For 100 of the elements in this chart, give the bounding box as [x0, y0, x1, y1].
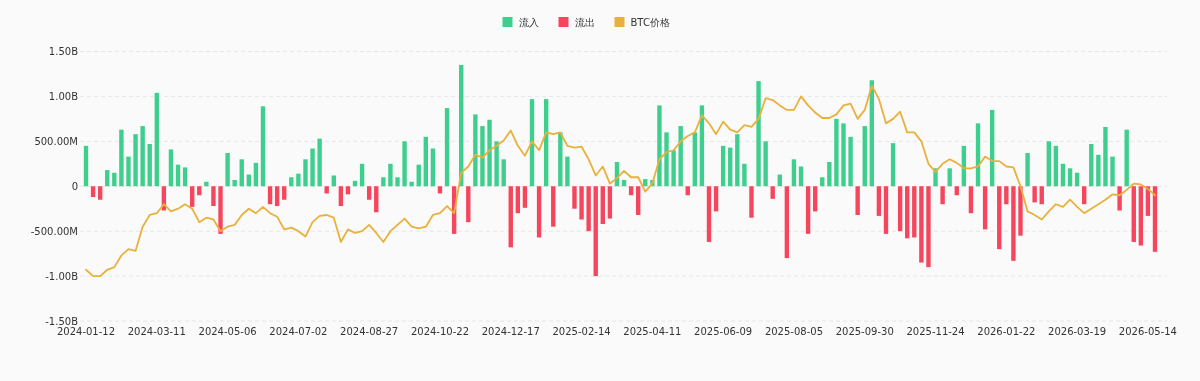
x-tick-label: 2026-01-22	[977, 326, 1036, 337]
bar	[1124, 129, 1129, 187]
x-tick-label: 2024-08-27	[340, 326, 399, 337]
x-tick-label: 2024-03-11	[127, 326, 186, 337]
bar	[827, 162, 832, 187]
bar	[876, 186, 882, 216]
bar	[1053, 145, 1059, 187]
bar	[402, 141, 407, 187]
bar	[940, 186, 945, 205]
bar	[1018, 186, 1023, 236]
bar	[1152, 186, 1158, 252]
bar	[119, 129, 124, 187]
bar	[1096, 154, 1101, 187]
x-tick-label: 2026-03-19	[1048, 326, 1107, 337]
bar	[862, 126, 867, 187]
y-tick-label: -1.00B	[45, 270, 79, 282]
x-tick-label: 2025-06-09	[694, 326, 753, 337]
bar	[565, 156, 570, 187]
x-tick-label: 2026-05-14	[1118, 326, 1177, 337]
bar	[494, 141, 499, 187]
bar	[791, 159, 797, 187]
bar	[473, 114, 478, 187]
bar	[331, 175, 336, 187]
bar	[338, 186, 344, 207]
bar	[466, 186, 471, 223]
bar	[1138, 186, 1144, 246]
bar	[381, 177, 386, 187]
bar	[841, 123, 846, 187]
bar	[423, 136, 429, 187]
bar	[303, 159, 308, 187]
bar	[1089, 144, 1094, 187]
bar	[834, 118, 839, 187]
bar	[848, 136, 853, 187]
bar	[1046, 141, 1051, 187]
bar	[919, 186, 924, 263]
bar	[912, 186, 917, 238]
bar	[855, 186, 860, 215]
x-tick-label: 2024-01-12	[56, 326, 116, 337]
bar	[487, 119, 492, 187]
bar	[586, 186, 591, 232]
bar	[409, 181, 414, 187]
bar	[812, 186, 818, 212]
bar	[133, 134, 138, 187]
bar	[536, 186, 542, 238]
bar	[239, 159, 244, 187]
bar	[749, 186, 754, 218]
bar	[897, 186, 903, 232]
x-tick-label: 2025-04-11	[623, 326, 682, 337]
bar	[1011, 186, 1016, 261]
bar	[444, 108, 450, 187]
bar	[1103, 126, 1108, 187]
bar	[83, 145, 89, 187]
bar	[572, 186, 577, 209]
bar	[218, 186, 223, 234]
line-series	[85, 84, 1156, 277]
y-tick-label: -500.00M	[30, 225, 78, 237]
bar	[267, 186, 273, 205]
bar	[508, 186, 513, 248]
bar	[593, 186, 598, 277]
bar	[820, 177, 825, 187]
bar	[515, 186, 521, 214]
bar	[232, 179, 237, 187]
bar	[742, 163, 747, 187]
x-tick-label: 2024-07-02	[269, 326, 328, 337]
bar	[310, 148, 315, 187]
bar	[720, 145, 726, 187]
bar	[480, 126, 485, 187]
bar	[366, 186, 372, 200]
bar	[90, 186, 96, 198]
bar	[296, 173, 301, 187]
bar	[204, 181, 209, 187]
bar	[579, 186, 584, 220]
bar	[225, 153, 230, 187]
legend-label: 流入	[518, 17, 539, 28]
y-tick-label: -1.50B	[45, 315, 79, 327]
bar	[260, 106, 266, 187]
bar	[678, 126, 683, 187]
bar	[197, 186, 202, 196]
x-tick-label: 2024-12-17	[481, 326, 540, 337]
bar	[1025, 153, 1030, 187]
bar	[112, 172, 117, 187]
y-tick-label: 1.50B	[48, 46, 79, 57]
legend-label: BTC价格	[630, 17, 670, 28]
bar	[168, 149, 174, 187]
bar	[317, 138, 322, 187]
x-tick-label: 2025-11-24	[906, 326, 965, 337]
bar	[105, 170, 110, 187]
bar	[735, 134, 740, 187]
x-tick-label: 2025-02-14	[552, 326, 611, 337]
y-tick-label: 500.00M	[34, 135, 78, 147]
bar	[182, 167, 188, 187]
bar	[756, 81, 761, 187]
bar	[706, 186, 712, 242]
bar	[607, 186, 613, 219]
bar	[154, 92, 159, 187]
bar	[947, 168, 952, 187]
bar	[211, 186, 216, 207]
bar	[883, 186, 889, 234]
bar	[274, 186, 280, 207]
bar	[147, 144, 152, 187]
